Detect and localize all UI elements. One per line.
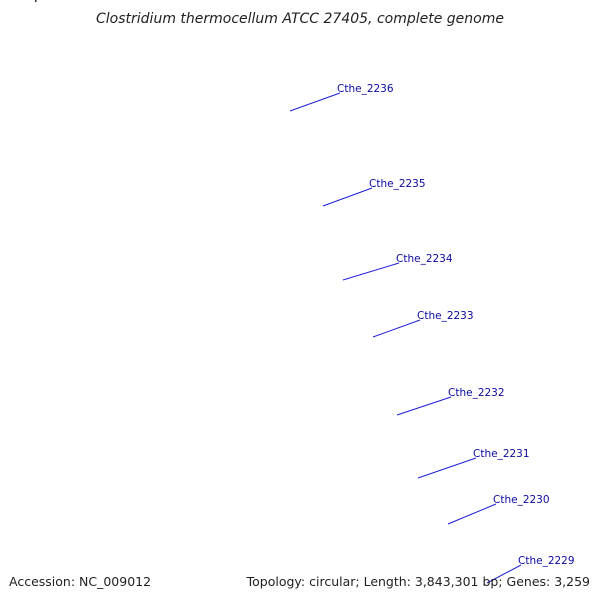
gene-leader-line (447, 503, 497, 525)
gene-leader-line (342, 262, 400, 281)
gene-label: Cthe_2231 (473, 448, 530, 460)
gene-label: Cthe_2230 (493, 494, 550, 506)
kbp-tick-label: 2665 kbp (0, 0, 40, 3)
gene-label: Cthe_2229 (518, 555, 575, 567)
gene-leader-line (486, 564, 522, 584)
kbp-tick-label: 2659 kbp (0, 0, 40, 3)
gene-leader-line (322, 187, 373, 207)
gene-leader-line (417, 457, 477, 479)
gene-label: Cthe_2233 (417, 310, 474, 322)
kbp-tick-label: 2662 kbp (0, 0, 40, 3)
gene-label: Cthe_2234 (396, 253, 453, 265)
gene-leader-line (289, 92, 341, 112)
topology-label: Topology: circular; Length: 3,843,301 bp… (246, 574, 590, 589)
map-title: Clostridium thermocellum ATCC 27405, com… (96, 11, 504, 27)
kbp-tick-label: 2663 kbp (0, 0, 40, 3)
gene-label: Cthe_2232 (448, 387, 505, 399)
accession-label: Accession: NC_009012 (9, 574, 151, 589)
gene-labels: Cthe_2236 Cthe_2235 Cthe_2234 Cthe_2233 Cthe… (289, 83, 575, 584)
kbp-tick-label: 2666 kbp (0, 0, 40, 3)
gene-leader-line (372, 319, 421, 338)
gene-label: Cthe_2236 (337, 83, 394, 95)
kbp-ticks: 2666 kbp2665 kbp2664 kbp2663 kbp2662 kbp… (0, 0, 40, 3)
kbp-tick-label: 2658 kbp (0, 0, 40, 3)
kbp-tick-label: 2661 kbp (0, 0, 40, 3)
kbp-tick-label: 2660 kbp (0, 0, 40, 3)
gene-label: Cthe_2235 (369, 178, 426, 190)
gene-leader-line (396, 396, 452, 416)
kbp-tick-label: 2664 kbp (0, 0, 40, 3)
